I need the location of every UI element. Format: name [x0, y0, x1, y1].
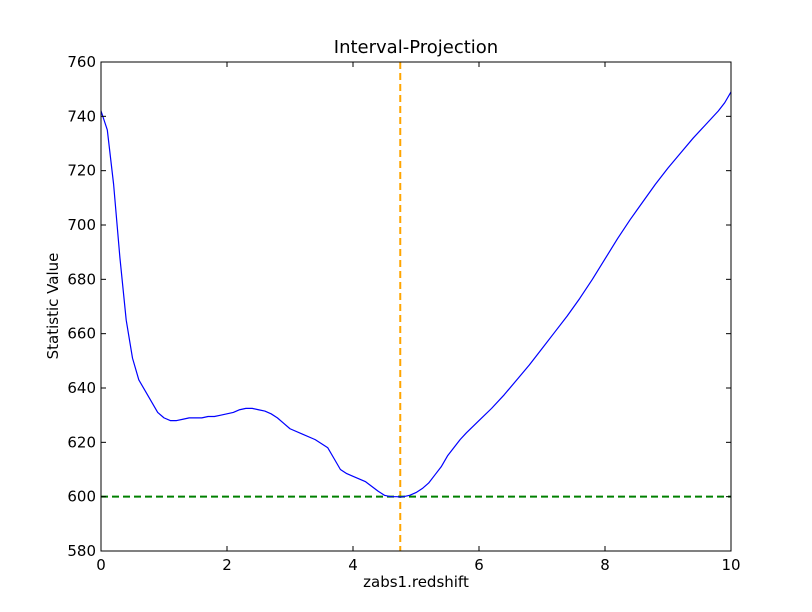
- x-axis-label: zabs1.redshift: [363, 573, 469, 591]
- y-tick-label: 600: [67, 488, 96, 506]
- y-tick-label: 640: [67, 379, 96, 397]
- x-tick-label: 8: [600, 556, 610, 574]
- y-tick-label: 660: [67, 325, 96, 343]
- x-tick-label: 4: [348, 556, 358, 574]
- x-tick-label: 10: [721, 556, 740, 574]
- y-tick-label: 740: [67, 107, 96, 125]
- plot-frame: [100, 61, 732, 552]
- y-tick-label: 700: [67, 216, 96, 234]
- y-tick-label: 680: [67, 270, 96, 288]
- x-tick-label: 2: [222, 556, 232, 574]
- series-line-1: [101, 91, 731, 498]
- y-axis-label: Statistic Value: [44, 253, 62, 360]
- x-tick-label: 0: [96, 556, 106, 574]
- y-tick-label: 580: [67, 542, 96, 560]
- x-tick-label: 6: [474, 556, 484, 574]
- y-tick-label: 760: [67, 53, 96, 71]
- chart-title: Interval-Projection: [334, 37, 498, 58]
- y-tick-label: 720: [67, 162, 96, 180]
- y-tick-label: 620: [67, 433, 96, 451]
